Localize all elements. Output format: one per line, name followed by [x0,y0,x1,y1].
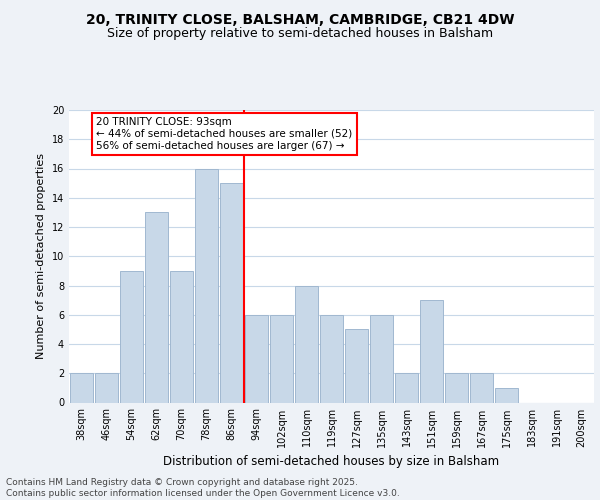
Bar [95,373,118,402]
Bar [295,286,319,403]
Bar [419,300,443,402]
Text: Contains HM Land Registry data © Crown copyright and database right 2025.
Contai: Contains HM Land Registry data © Crown c… [6,478,400,498]
Text: 20 TRINITY CLOSE: 93sqm
← 44% of semi-detached houses are smaller (52)
56% of se: 20 TRINITY CLOSE: 93sqm ← 44% of semi-de… [97,118,353,150]
Bar [170,271,193,402]
Bar [269,315,293,402]
Bar [445,373,469,402]
Bar [194,168,218,402]
Y-axis label: Number of semi-detached properties: Number of semi-detached properties [36,153,46,359]
Bar [320,315,343,402]
Bar [494,388,518,402]
Bar [395,373,418,402]
Bar [470,373,493,402]
Bar [119,271,143,402]
Bar [70,373,94,402]
Bar [220,183,244,402]
X-axis label: Distribution of semi-detached houses by size in Balsham: Distribution of semi-detached houses by … [163,455,500,468]
Bar [344,330,368,402]
Bar [145,212,169,402]
Bar [370,315,394,402]
Bar [245,315,268,402]
Text: Size of property relative to semi-detached houses in Balsham: Size of property relative to semi-detach… [107,28,493,40]
Text: 20, TRINITY CLOSE, BALSHAM, CAMBRIDGE, CB21 4DW: 20, TRINITY CLOSE, BALSHAM, CAMBRIDGE, C… [86,12,514,26]
